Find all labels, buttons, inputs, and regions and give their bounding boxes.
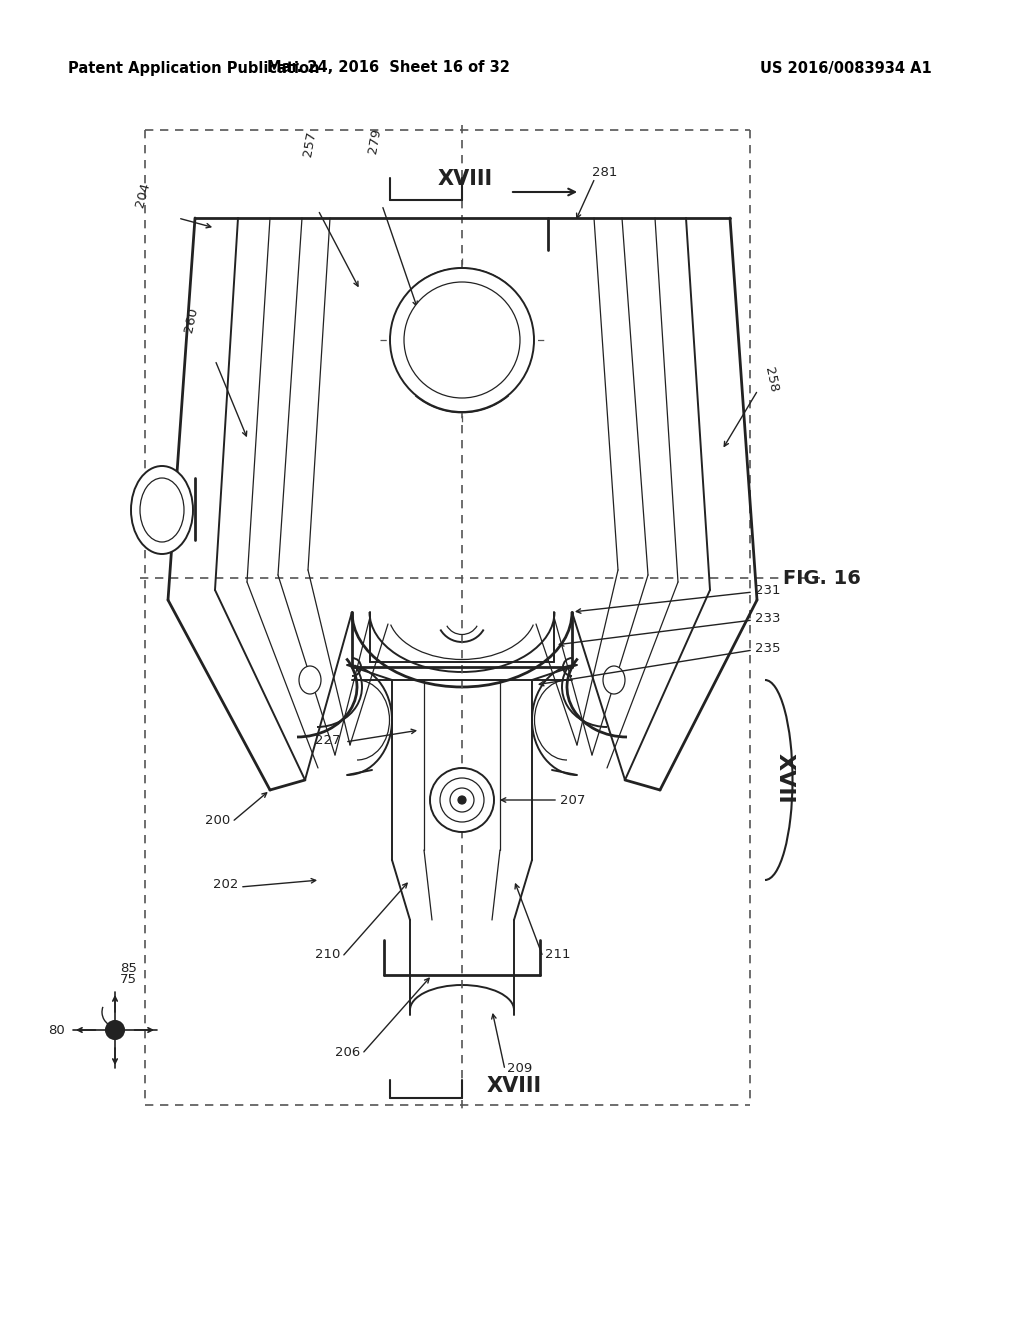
Text: 227: 227 (314, 734, 340, 747)
Ellipse shape (299, 667, 321, 694)
Text: Mar. 24, 2016  Sheet 16 of 32: Mar. 24, 2016 Sheet 16 of 32 (266, 61, 509, 75)
Text: 260: 260 (182, 306, 200, 334)
Text: 85: 85 (120, 962, 137, 975)
Text: 202: 202 (213, 879, 238, 891)
Circle shape (106, 1020, 124, 1039)
Text: 235: 235 (755, 642, 780, 655)
Ellipse shape (603, 667, 625, 694)
Text: 80: 80 (48, 1023, 65, 1036)
Circle shape (390, 268, 534, 412)
Circle shape (450, 788, 474, 812)
Text: XVIII: XVIII (487, 1076, 542, 1096)
Text: 233: 233 (755, 611, 780, 624)
Text: 258: 258 (762, 366, 780, 393)
Text: 257: 257 (301, 131, 318, 158)
Text: US 2016/0083934 A1: US 2016/0083934 A1 (760, 61, 932, 75)
Circle shape (430, 768, 494, 832)
Text: 207: 207 (560, 793, 586, 807)
Ellipse shape (131, 466, 193, 554)
Circle shape (440, 777, 484, 822)
Ellipse shape (140, 478, 184, 543)
Text: 204: 204 (133, 181, 152, 209)
Text: XVIII: XVIII (438, 169, 493, 189)
Circle shape (404, 282, 520, 399)
Text: 75: 75 (120, 973, 137, 986)
Text: 211: 211 (545, 949, 570, 961)
Text: Patent Application Publication: Patent Application Publication (68, 61, 319, 75)
Text: FIG. 16: FIG. 16 (783, 569, 861, 587)
Circle shape (458, 796, 466, 804)
Text: 279: 279 (367, 128, 384, 154)
Text: 281: 281 (592, 165, 617, 178)
Text: 200: 200 (205, 813, 230, 826)
Text: 209: 209 (507, 1061, 532, 1074)
Text: 231: 231 (755, 583, 780, 597)
Text: 206: 206 (335, 1045, 360, 1059)
Text: 210: 210 (314, 949, 340, 961)
Text: XVII: XVII (775, 752, 795, 804)
